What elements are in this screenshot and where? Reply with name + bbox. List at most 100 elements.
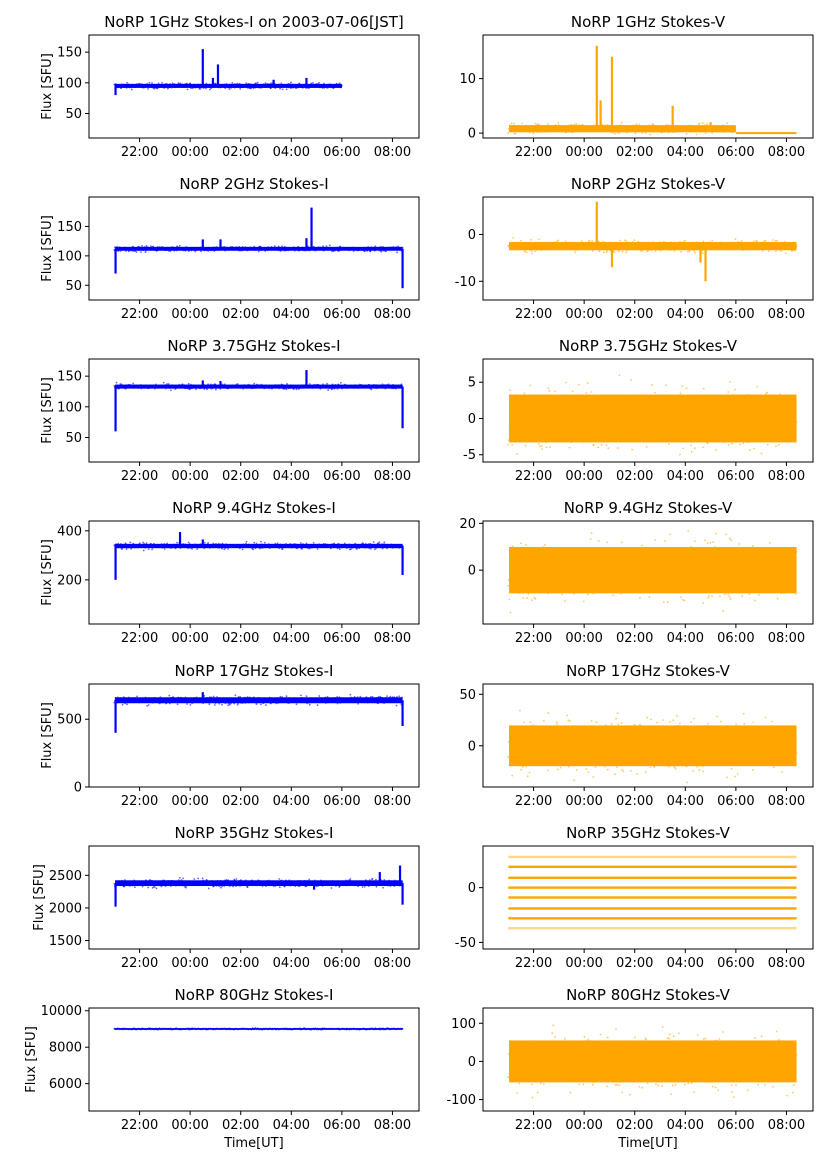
data-point [765,557,767,560]
data-point [786,413,789,415]
data-point [579,565,581,567]
data-point [646,129,649,132]
data-point [762,579,765,582]
data-point [679,128,681,131]
data-point [642,568,645,571]
data-point [711,125,714,128]
data-point [261,699,264,702]
data-point [662,580,665,583]
data-point [281,548,284,551]
data-point [371,543,373,546]
data-point [622,432,625,435]
data-point [193,83,196,86]
data-point [592,443,595,446]
data-point [744,590,746,593]
data-point [580,741,582,744]
data-point [329,701,332,703]
data-point [553,587,556,590]
data-point [555,569,558,572]
data-point [780,410,783,413]
data-point [128,545,131,547]
data-point [277,245,280,248]
data-point [594,552,597,554]
data-point [530,745,532,748]
data-point [338,386,341,389]
data-point [191,87,194,90]
data-point [634,407,637,410]
data-point [265,86,267,88]
data-point [611,737,614,739]
data-point [607,757,610,760]
data-point [541,744,544,747]
data-point [146,704,148,707]
data-point [764,244,766,247]
data-point [596,574,599,577]
x-tick-label: 08:00 [374,469,411,484]
data-point [517,396,520,398]
data-point [312,541,315,544]
data-point [269,87,272,90]
data-point [119,85,122,88]
data-point [373,246,376,249]
data-point [121,701,123,704]
data-point [167,383,170,385]
data-point [770,564,772,567]
data-point [511,438,514,441]
data-point [311,384,313,387]
data-point [719,403,721,406]
data-point [268,696,271,699]
data-point [572,779,575,782]
data-point [526,244,529,247]
data-point [602,762,605,764]
data-point [740,582,742,585]
data-point [791,405,794,408]
data-point [382,246,385,248]
data-point [655,126,657,128]
data-point [776,597,779,600]
data-point [655,577,657,579]
data-point [549,446,551,448]
data-point [593,124,596,127]
data-point [526,424,529,427]
data-point [258,386,261,389]
data-point [522,246,525,249]
data-point [238,82,241,85]
data-point [582,733,585,735]
data-point [730,126,732,129]
data-point [622,245,625,247]
data-point [583,752,586,755]
data-point [654,591,657,594]
data-point [667,566,670,569]
data-point [562,732,565,735]
data-point [219,697,222,699]
data-point [246,86,249,89]
data-point [187,250,190,252]
data-point [325,248,327,251]
data-point [605,444,608,447]
data-point [786,574,789,576]
data-point [689,243,692,246]
data-point [308,383,311,385]
data-point [602,251,605,254]
data-point [295,543,297,546]
data-point [629,125,632,128]
data-point [724,245,727,248]
data-point [670,397,672,400]
data-point [363,701,366,704]
data-point [246,696,249,698]
data-point [731,590,734,592]
data-point [514,394,517,396]
data-point [657,422,660,424]
data-point [151,701,154,704]
data-point [768,247,771,249]
data-point [198,84,200,87]
data-point [147,697,150,700]
data-point [648,596,651,599]
data-point [335,699,337,702]
data-point [302,247,305,250]
data-point [378,248,381,251]
data-point [131,700,134,703]
data-point [784,425,787,428]
data-point [633,424,636,427]
data-point [779,243,782,246]
